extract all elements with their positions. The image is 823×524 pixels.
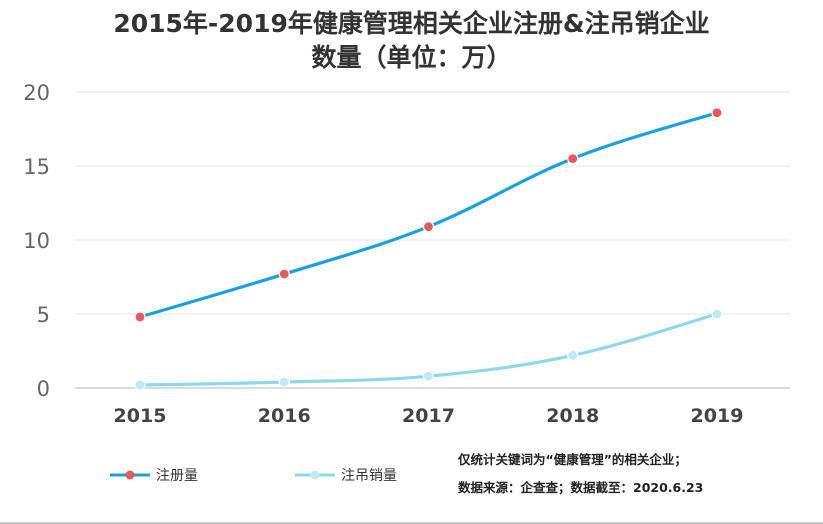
data-point-cancelled xyxy=(711,308,723,320)
legend-label-registered: 注册量 xyxy=(156,468,198,484)
x-tick-label: 2019 xyxy=(691,405,744,427)
data-point-registered xyxy=(278,268,290,280)
chart-subtitle: 数量（单位：万） xyxy=(311,43,512,72)
legend-label-cancelled: 注吊销量 xyxy=(341,468,397,484)
y-tick-label: 20 xyxy=(23,81,50,105)
data-point-registered xyxy=(567,153,579,165)
data-point-registered xyxy=(422,221,435,233)
y-tick-label: 15 xyxy=(23,155,50,179)
data-point-cancelled xyxy=(422,370,435,382)
legend-item-registered: 注册量 xyxy=(110,463,198,487)
note-source: 数据来源：企查查；数据截至：2020.6.23 xyxy=(458,480,704,495)
y-tick-label: 5 xyxy=(37,303,50,327)
data-point-cancelled xyxy=(134,379,146,391)
x-tick-label: 2018 xyxy=(546,405,599,427)
data-point-cancelled xyxy=(278,376,290,388)
series-line-registered xyxy=(138,111,719,319)
legend-swatch-registered xyxy=(110,470,150,480)
source-note: 仅统计关键词为“健康管理”的相关企业； 数据来源：企查查；数据截至：2020.6… xyxy=(458,446,703,502)
legend-item-cancelled: 注吊销量 xyxy=(295,463,397,487)
y-tick-label: 10 xyxy=(23,229,50,253)
data-point-cancelled xyxy=(567,349,579,362)
legend-swatch-cancelled xyxy=(295,470,335,480)
chart-title: 2015年-2019年健康管理相关企业注册&注吊销企业 xyxy=(113,9,710,38)
x-tick-label: 2015 xyxy=(114,405,167,427)
x-tick-label: 2016 xyxy=(258,405,311,427)
data-point-registered xyxy=(711,107,723,119)
data-point-registered xyxy=(134,311,146,323)
y-tick-label: 0 xyxy=(37,377,50,401)
note-scope: 仅统计关键词为“健康管理”的相关企业； xyxy=(458,452,687,467)
x-tick-label: 2017 xyxy=(402,405,455,427)
